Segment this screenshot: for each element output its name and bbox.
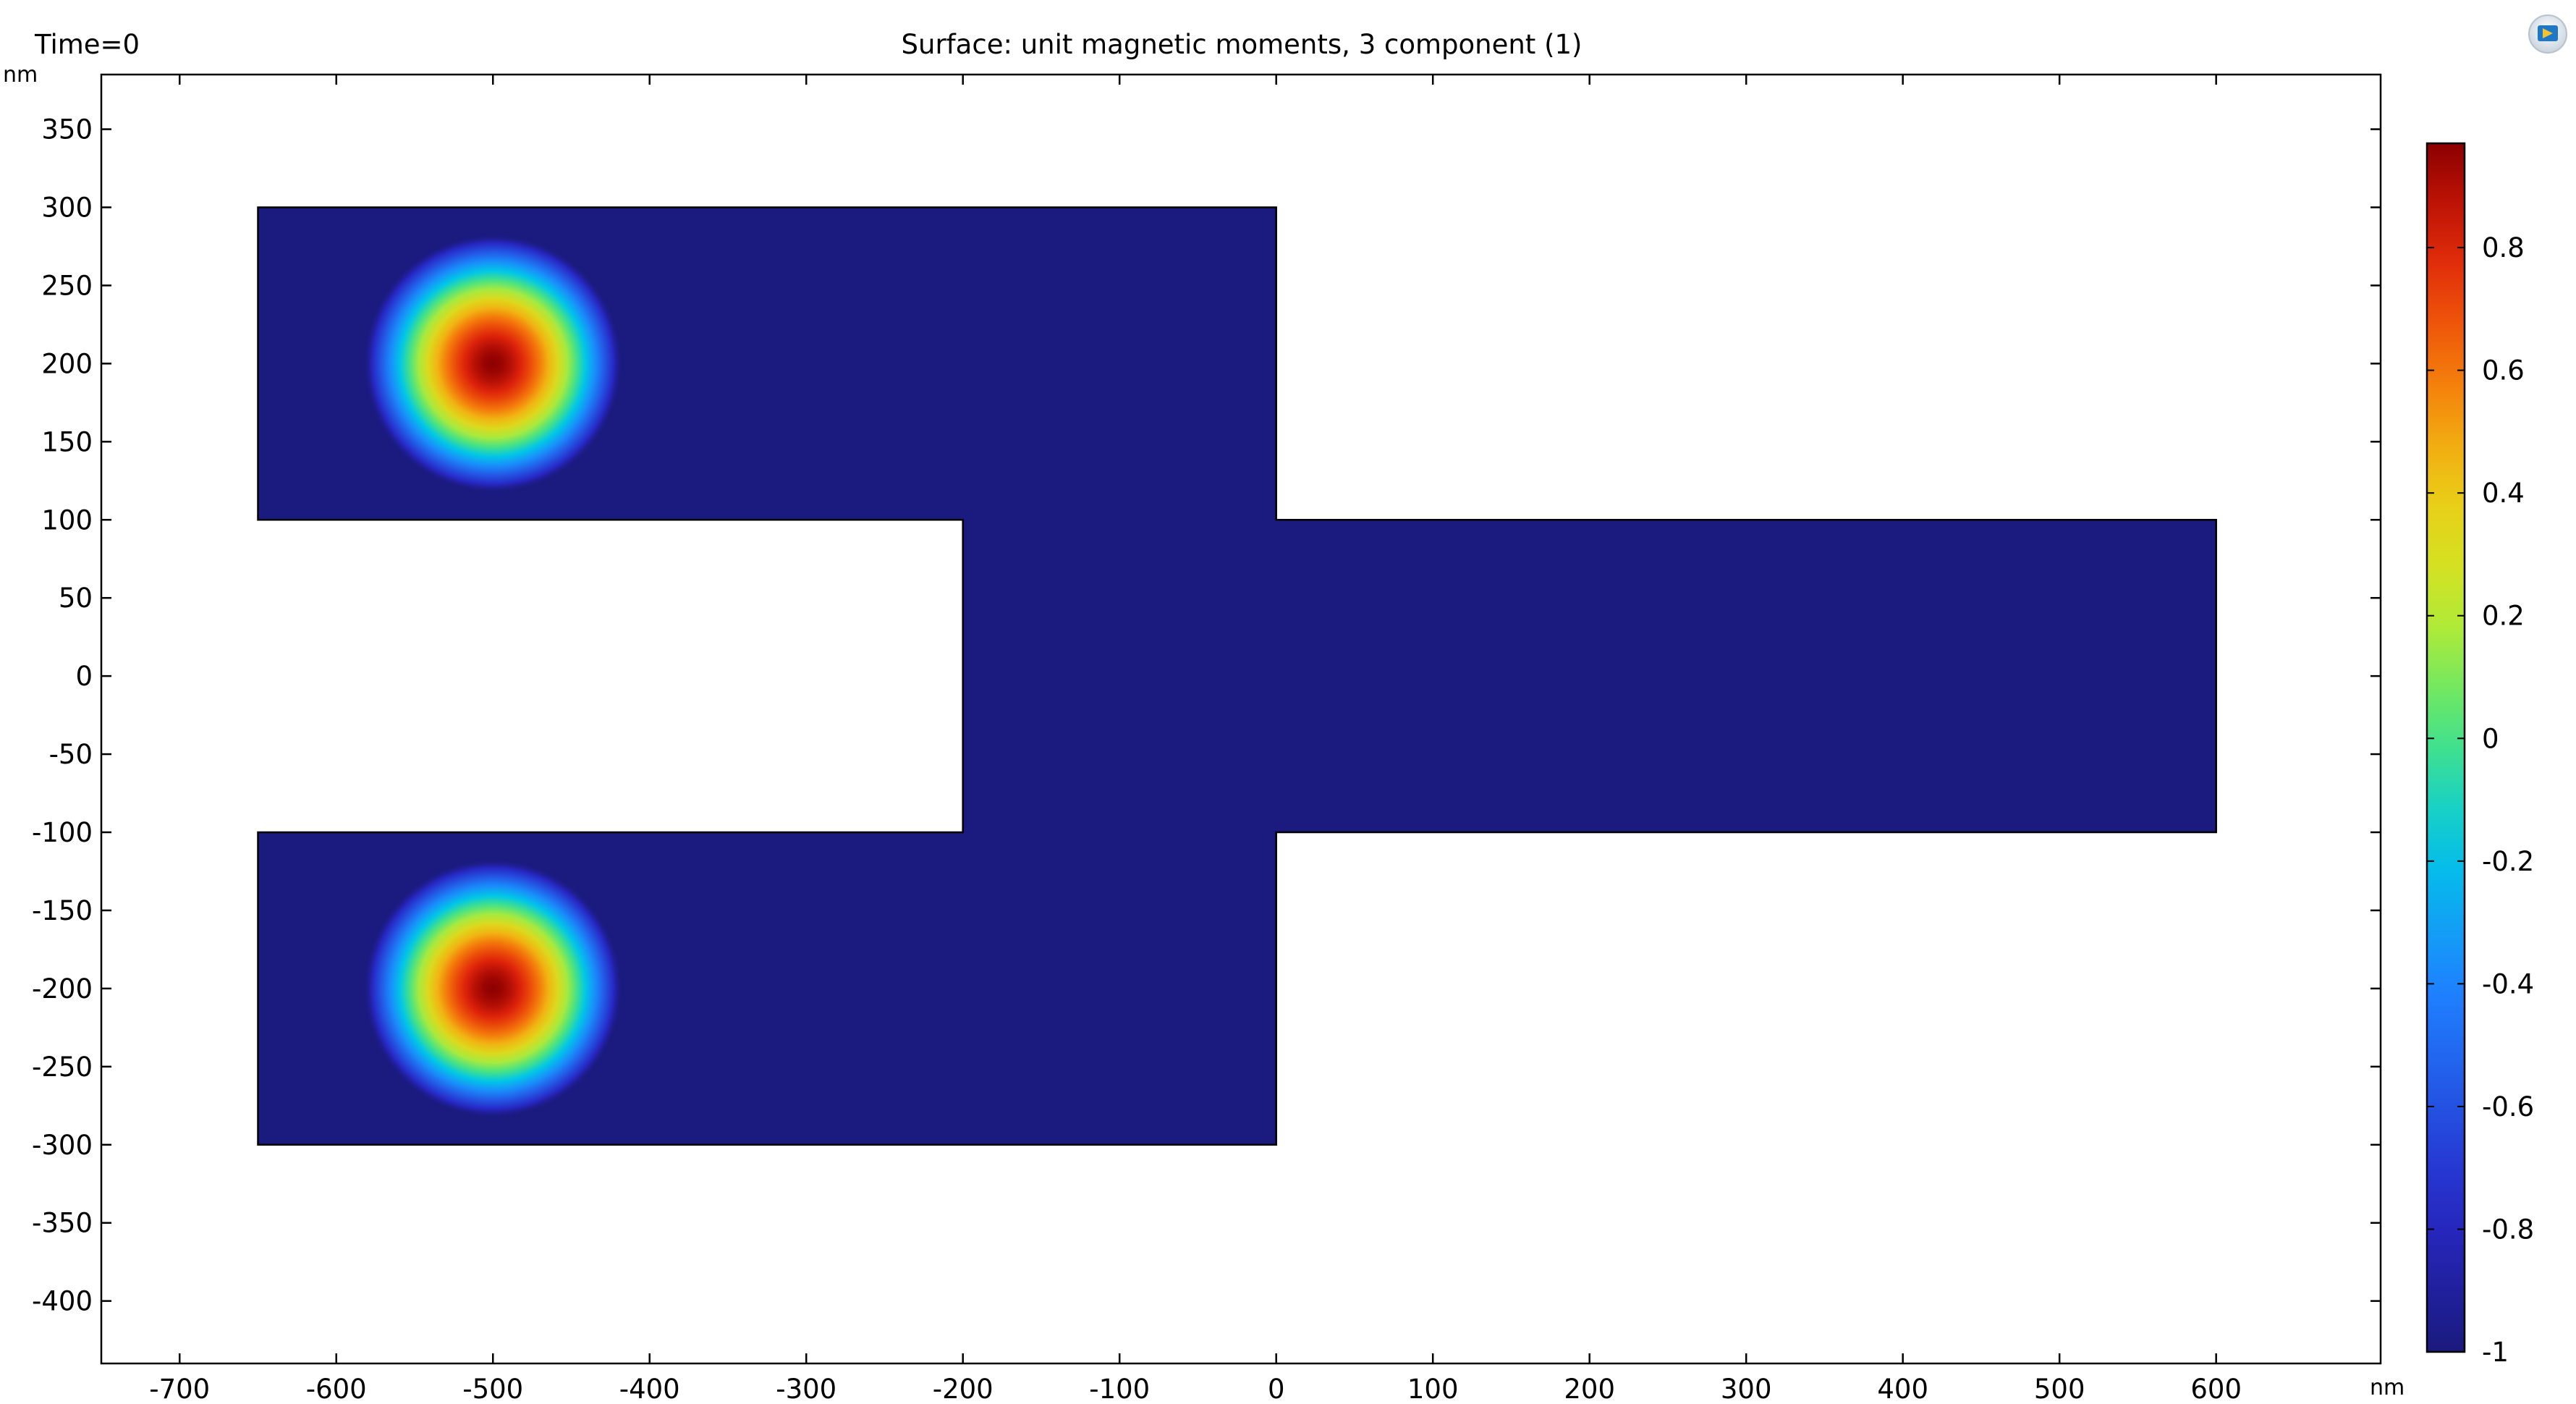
x-tick-label: 300 [1721, 1374, 1772, 1404]
y-tick-label: -100 [32, 817, 93, 848]
y-tick-label: -150 [32, 895, 93, 926]
x-tick-label: -600 [306, 1374, 367, 1404]
colorbar-tick-label: 0 [2482, 723, 2499, 754]
y-tick-label: 150 [41, 426, 93, 457]
axes: -700 -600 -500 -400 -300 -200 -100 0 100 200 300 40… [32, 73, 2382, 1404]
y-tick-label: 250 [41, 270, 93, 301]
y-tick-label: 50 [59, 583, 93, 614]
y-tick-label: -50 [49, 739, 93, 770]
colorbar-tick-label: -0.8 [2482, 1214, 2534, 1245]
comsol-logo-icon[interactable] [2527, 13, 2569, 55]
y-tick-label: -300 [32, 1130, 93, 1161]
x-tick-label: 100 [1407, 1374, 1459, 1404]
x-tick-label: 200 [1564, 1374, 1615, 1404]
x-tick-label: -300 [776, 1374, 836, 1404]
colorbar-gradient [2425, 142, 2466, 1353]
colorbar-tick-label: 0.4 [2482, 478, 2525, 509]
y-tick-label: 200 [41, 348, 93, 379]
colorbar-tick-label: 0.8 [2482, 232, 2525, 263]
x-tick-label: -700 [149, 1374, 210, 1404]
skyrmion-top [363, 233, 623, 494]
colorbar-tick-label: -0.4 [2482, 968, 2534, 999]
hotspot-group [363, 233, 623, 1119]
plot-area [257, 206, 2217, 1146]
x-tick-label: -400 [619, 1374, 680, 1404]
y-tick-label: -400 [32, 1286, 93, 1317]
colorbar-tick-label: 0.2 [2482, 601, 2525, 632]
colorbar-tick-label: -0.6 [2482, 1091, 2534, 1122]
x-tick-label: -200 [933, 1374, 993, 1404]
skyrmion-bottom [363, 858, 623, 1119]
y-tick-label: 350 [41, 114, 93, 145]
y-tick-label: -350 [32, 1208, 93, 1239]
y-tick-label: -250 [32, 1052, 93, 1083]
domain-surface [258, 207, 2216, 1145]
x-tick-label: 400 [1877, 1374, 1928, 1404]
y-axis-unit: nm [3, 62, 38, 88]
y-tick-label: 100 [41, 504, 93, 536]
x-axis-unit: nm [2370, 1375, 2405, 1400]
y-tick-label: -200 [32, 973, 93, 1005]
domain-outline [257, 206, 2217, 1146]
plot-title: Surface: unit magnetic moments, 3 compon… [901, 29, 1583, 60]
x-tick-label: -500 [462, 1374, 523, 1404]
y-tick-label: 300 [41, 192, 93, 223]
time-label: Time=0 [35, 29, 140, 60]
colorbar-tick-label: 0.6 [2482, 355, 2525, 386]
colorbar-tick-label: -0.2 [2482, 846, 2534, 877]
x-tick-label: 500 [2034, 1374, 2085, 1404]
colorbar: 0.8 0.6 0.4 0.2 0 -0.2 -0.4 -0.6 -0.8 -1 [2425, 142, 2534, 1368]
plot-frame [100, 73, 2382, 1365]
x-tick-label: -100 [1089, 1374, 1150, 1404]
x-tick-label: 600 [2190, 1374, 2242, 1404]
colorbar-tick-label: -1 [2482, 1337, 2509, 1368]
x-tick-label: 0 [1268, 1374, 1285, 1404]
y-tick-label: 0 [75, 661, 93, 692]
